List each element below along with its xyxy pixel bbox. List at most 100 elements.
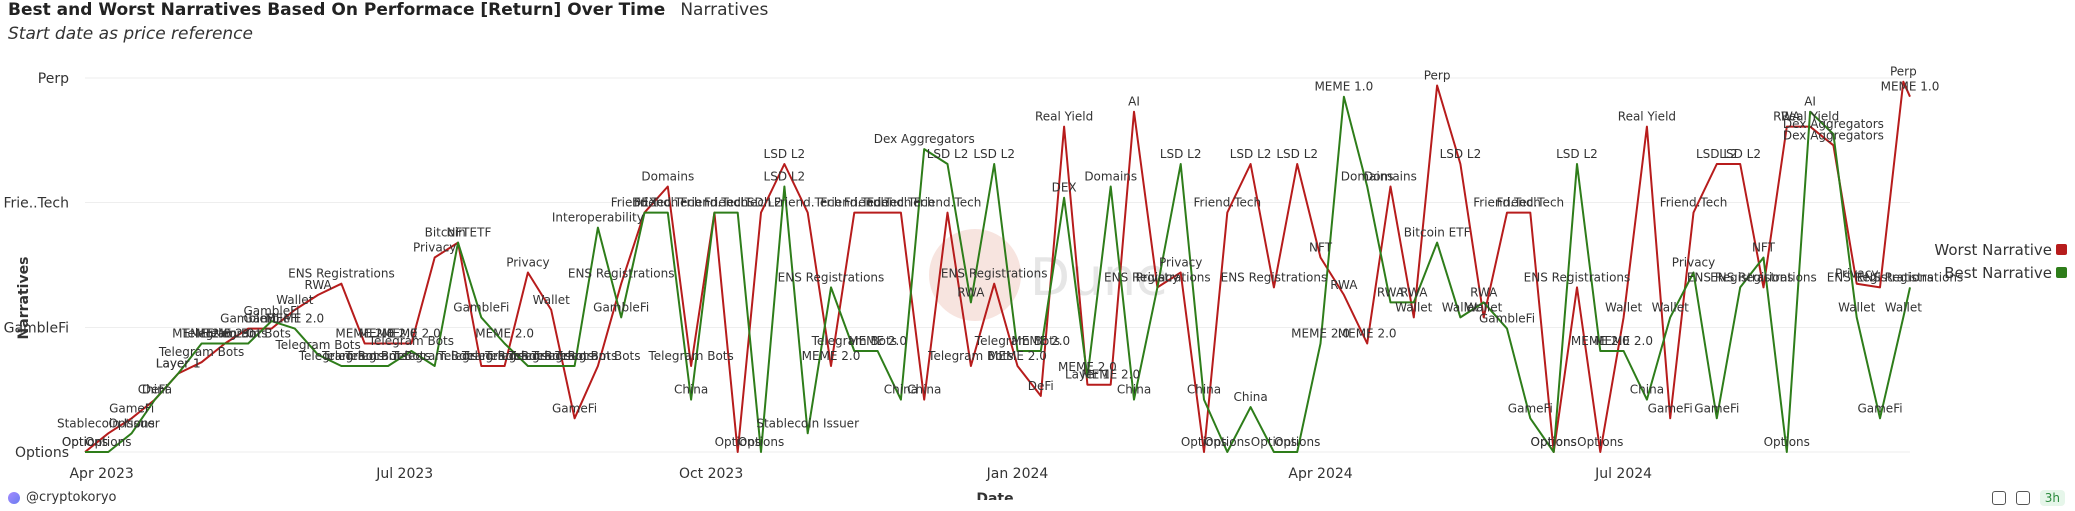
data-label-worst: GambleFi [243, 312, 299, 326]
data-label-best: China [1630, 383, 1664, 397]
data-label-worst: Dex Aggregators [1783, 128, 1884, 142]
data-label-worst: RWA [304, 278, 332, 292]
data-label-best: China [1117, 383, 1151, 397]
x-axis: Apr 2023 Jul 2023 Oct 2023 Jan 2024 Apr 2024… [69, 466, 1652, 482]
data-label-worst: LSD L2 [1696, 147, 1738, 161]
data-label-worst: MEME 2.0 [195, 327, 254, 341]
series-line-worst[interactable] [84, 80, 1911, 453]
data-label-best: GambleFi [453, 300, 509, 314]
series-layer [84, 80, 1911, 453]
data-label-best: Dex Aggregators [874, 132, 975, 146]
data-label-worst: ENS Registrations [288, 267, 395, 281]
data-label-worst: GameFi [109, 401, 154, 415]
data-label-best: LSD L2 [1160, 147, 1202, 161]
legend[interactable]: Worst Narrative Best Narrative [1934, 241, 2067, 282]
chart-header: Best and Worst Narratives Based On Perfo… [8, 0, 768, 20]
data-label-worst: Options [1531, 435, 1577, 449]
legend-label-best[interactable]: Best Narrative [1944, 264, 2052, 282]
x-tick-label: Apr 2024 [1288, 466, 1352, 482]
data-label-worst: Options [62, 435, 108, 449]
data-label-worst: RWA [1330, 278, 1358, 292]
data-label-worst: ENS Registrations [568, 267, 675, 281]
data-label-worst: LSD L2 [1276, 147, 1318, 161]
data-label-worst: Options [1181, 435, 1227, 449]
data-label-best: Dex Aggregators [1783, 117, 1884, 131]
data-label-best: GambleFi [243, 304, 299, 318]
data-label-worst: Domains [641, 169, 694, 183]
author-avatar [8, 491, 20, 504]
data-label-worst: Options [1577, 435, 1623, 449]
data-label-best: MEME 2.0 [1291, 327, 1350, 341]
data-label-worst: Privacy [506, 255, 549, 269]
data-label-best: Friend.Tech [634, 196, 702, 210]
data-label-best: Telegram Bots [181, 327, 267, 341]
data-label-worst: ENS Registrations [1221, 270, 1328, 284]
data-label-worst: Real Yield [1781, 110, 1839, 124]
data-label-worst: MEME 2.0 [1338, 327, 1397, 341]
data-label-worst: MEME 2.0 [988, 349, 1047, 363]
data-label-worst: Domains [1364, 169, 1417, 183]
data-label-best: Options [62, 435, 108, 449]
camera-icon[interactable] [2015, 491, 2030, 505]
data-label-worst: ENS Registrations [941, 267, 1048, 281]
data-label-best: Telegram Bots [368, 334, 454, 348]
data-label-worst: Friend.Tech [914, 196, 982, 210]
data-label-best: Options [1531, 435, 1577, 449]
data-label-worst: LSD L2 [764, 147, 806, 161]
data-label-best: Wallet [1885, 300, 1923, 314]
data-label-worst: Friend.Tech [774, 196, 842, 210]
data-label-worst: LSD L2 [740, 196, 782, 210]
data-label-best: MEME 2.0 [1571, 334, 1630, 348]
legend-label-worst[interactable]: Worst Narrative [1934, 241, 2052, 259]
data-label-worst: ENS Registrations [1710, 270, 1817, 284]
data-label-best: Interoperability [552, 211, 644, 225]
data-label-best: MEME 1.0 [1314, 80, 1373, 94]
y-tick-label: Frie..Tech [3, 196, 69, 212]
author-footer[interactable]: @cryptokoryo [8, 490, 117, 505]
share-icon[interactable] [1991, 491, 2006, 505]
data-label-best: Stablecoin Issuer [756, 416, 859, 430]
legend-swatch-best[interactable] [2056, 267, 2067, 278]
x-tick-label: Jan 2024 [986, 466, 1049, 482]
data-label-worst: Telegram Bots [438, 349, 524, 363]
data-label-worst: Wallet [1605, 300, 1643, 314]
data-label-best: Telegram Bots [974, 334, 1060, 348]
data-label-worst: GameFi [552, 401, 597, 415]
data-label-best: ENS Registrations [1687, 270, 1794, 284]
data-label-best: Options [1764, 435, 1810, 449]
chart-caption: Start date as price reference [8, 24, 253, 44]
data-label-best: Options [738, 435, 784, 449]
y-tick-label: GambleFi [4, 320, 69, 336]
data-label-best: RWA [1377, 285, 1405, 299]
data-label-worst: MEME 2.0 [359, 327, 418, 341]
data-label-best: Options [1204, 435, 1250, 449]
data-label-worst: DeFi [142, 383, 168, 397]
data-label-best: GameFi [1508, 401, 1553, 415]
data-label-worst: Friend.Tech [681, 196, 749, 210]
legend-swatch-worst[interactable] [2056, 244, 2067, 255]
data-label-worst: Telegram Bots [554, 349, 640, 363]
data-label-worst: Layer 1 [156, 356, 201, 370]
data-label-worst: Friend.Tech [1660, 196, 1728, 210]
data-label-best: GambleFi [1479, 312, 1535, 326]
data-label-best: MEME 2.0 [475, 327, 534, 341]
data-label-best: China [1187, 383, 1221, 397]
data-label-best: China [674, 383, 708, 397]
data-label-best: Telegram Bots [321, 349, 407, 363]
data-label-worst: Friend.Tech [821, 196, 889, 210]
data-label-worst: Telegram Bots [647, 349, 733, 363]
data-label-best: Options [1274, 435, 1320, 449]
data-label-best: MEME 2.0 [1594, 334, 1653, 348]
data-label-worst: GameFi [1648, 401, 1693, 415]
data-label-best: Bitcoin ETF [425, 226, 492, 240]
data-label-worst: LSD L2 [1440, 147, 1482, 161]
x-axis-title: Date [976, 491, 1013, 500]
data-label-worst: Perp [1890, 65, 1917, 79]
data-label-best: Telegram Bots [531, 349, 617, 363]
refresh-badge[interactable]: 3h [2039, 490, 2065, 506]
data-label-best: Domains [1084, 169, 1137, 183]
series-line-best[interactable] [85, 95, 1911, 453]
data-label-best: Wallet [1652, 300, 1690, 314]
data-label-best: Options [108, 416, 154, 430]
